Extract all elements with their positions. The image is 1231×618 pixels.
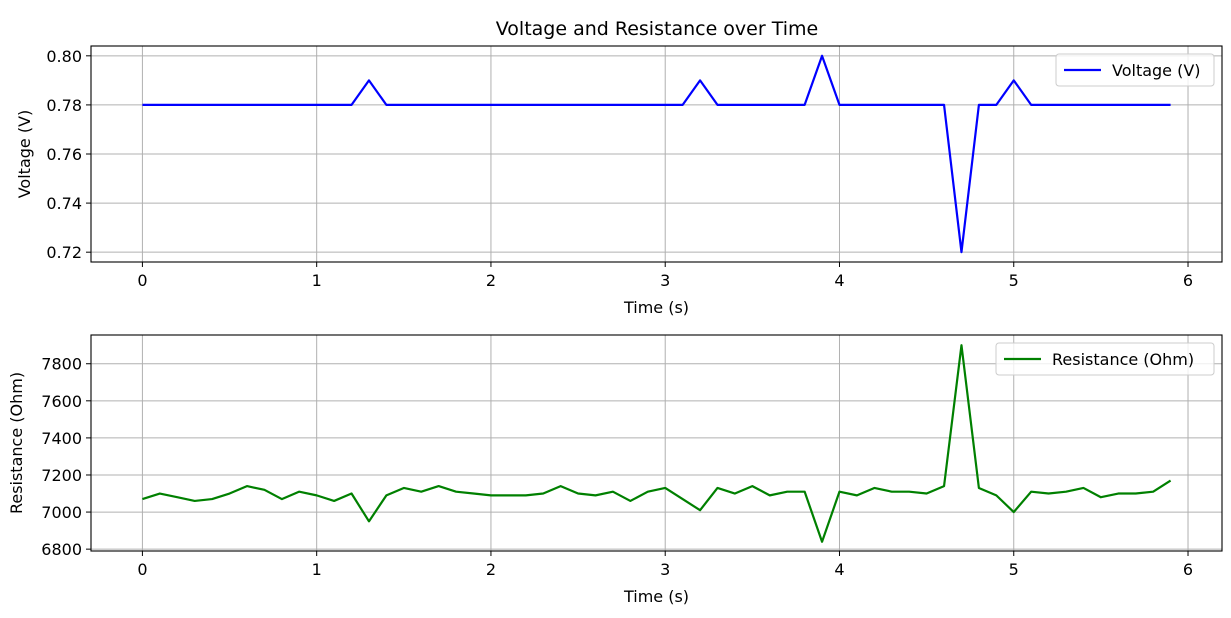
x-tick-label: 5 xyxy=(1009,560,1019,579)
legend-box xyxy=(1055,53,1215,87)
x-tick-label: 6 xyxy=(1183,271,1193,290)
legend-label: Voltage (V) xyxy=(1112,61,1201,80)
y-tick-label: 7600 xyxy=(41,392,82,411)
y-tick-label: 7200 xyxy=(41,466,82,485)
y-tick-label: 7400 xyxy=(41,429,82,448)
x-tick-label: 4 xyxy=(834,560,844,579)
voltage-chart: 0 1 2 3 4 5 6 0.72 0.74 0.76 0.78 0.80 Time (s) Volta… xyxy=(15,45,1223,317)
y-tick-label: 6800 xyxy=(41,540,82,559)
x-tick-label: 6 xyxy=(1183,560,1193,579)
x-tick-label: 5 xyxy=(1009,271,1019,290)
resistance-y-axis-label: Resistance (Ohm) xyxy=(7,372,26,514)
x-tick-label: 2 xyxy=(486,271,496,290)
resistance-grid xyxy=(91,335,1222,551)
legend-label: Resistance (Ohm) xyxy=(1052,350,1194,369)
x-tick-label: 1 xyxy=(312,560,322,579)
x-tick-label: 4 xyxy=(834,271,844,290)
y-tick-label: 0.74 xyxy=(46,194,82,213)
y-tick-label: 7000 xyxy=(41,503,82,522)
y-tick-label: 0.72 xyxy=(46,243,82,262)
y-tick-label: 7800 xyxy=(41,355,82,374)
voltage-legend: Voltage (V) xyxy=(1055,53,1215,87)
x-tick-label: 2 xyxy=(486,560,496,579)
x-tick-label: 0 xyxy=(137,560,147,579)
y-tick-label: 0.80 xyxy=(46,47,82,66)
resistance-series-line xyxy=(142,344,1172,543)
x-tick-label: 1 xyxy=(312,271,322,290)
x-tick-label: 3 xyxy=(660,271,670,290)
y-tick-label: 0.76 xyxy=(46,145,82,164)
resistance-chart: 0 1 2 3 4 5 6 6800 7000 7200 7400 7600 7800 Time (s) R… xyxy=(7,334,1223,606)
resistance-axes-frame xyxy=(90,334,1223,552)
voltage-y-axis-label: Voltage (V) xyxy=(15,110,34,199)
x-tick-label: 3 xyxy=(660,560,670,579)
x-tick-label: 0 xyxy=(137,271,147,290)
resistance-legend: Resistance (Ohm) xyxy=(995,342,1215,376)
resistance-x-axis-label: Time (s) xyxy=(623,587,689,606)
voltage-x-axis-label: Time (s) xyxy=(623,298,689,317)
voltage-series-line xyxy=(142,54,1171,254)
chart-title: Voltage and Resistance over Time xyxy=(496,18,818,40)
voltage-grid xyxy=(91,46,1222,262)
legend-box xyxy=(995,342,1215,376)
y-tick-label: 0.78 xyxy=(46,96,82,115)
